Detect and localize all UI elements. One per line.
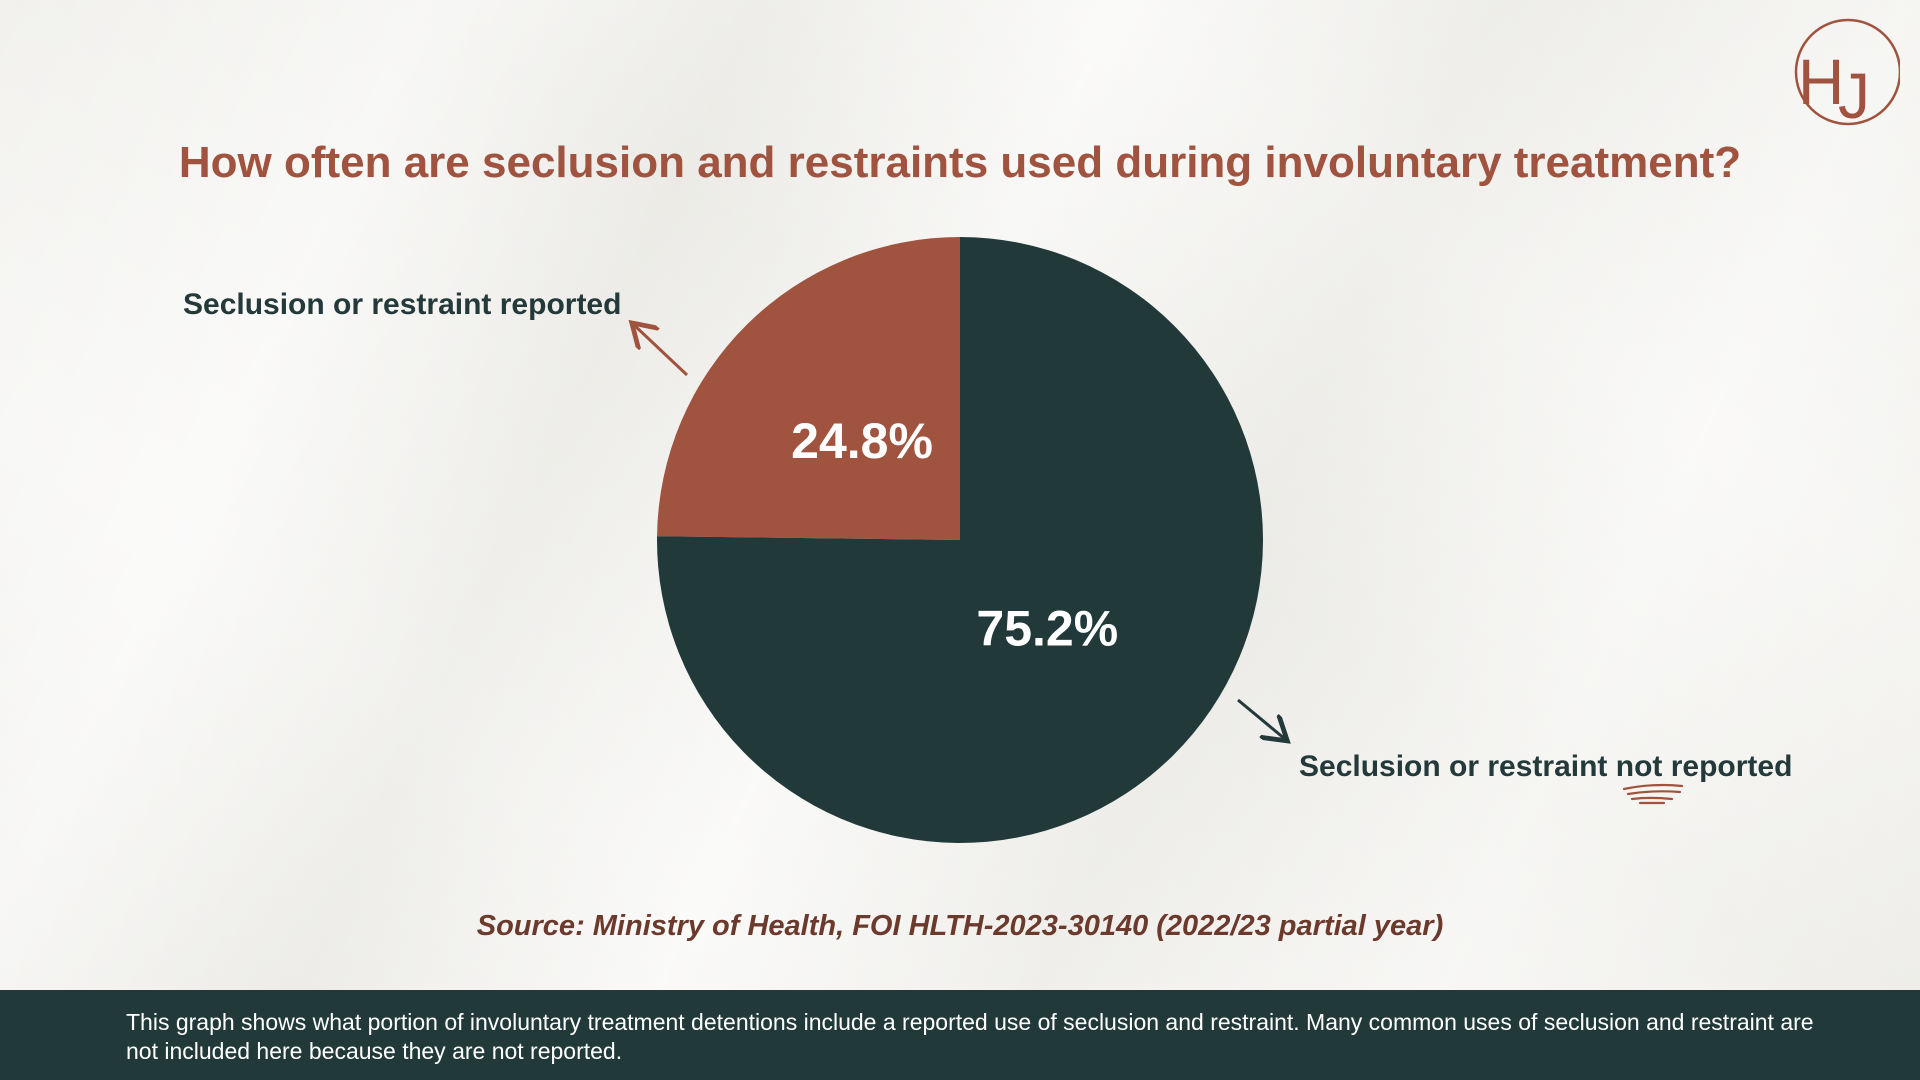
pie-slice-not-reported bbox=[657, 237, 1263, 844]
pie-chart: 24.8% 75.2% Seclusion or restraint report… bbox=[183, 237, 1792, 844]
legend-label-reported: Seclusion or restraint reported bbox=[183, 288, 621, 321]
legend-label-not-reported: Seclusion or restraint not reported bbox=[1299, 750, 1792, 783]
hj-logo: H J bbox=[1794, 18, 1900, 132]
chart-title: How often are seclusion and restraints u… bbox=[178, 138, 1742, 187]
slice-value-label-not-reported: 75.2% bbox=[976, 600, 1118, 656]
arrow-reported bbox=[634, 325, 689, 377]
footer-description: This graph shows what portion of involun… bbox=[126, 1009, 1814, 1064]
arrow-not-reported bbox=[1237, 698, 1285, 739]
slice-value-label-reported: 24.8% bbox=[791, 413, 933, 469]
logo-letter-h: H bbox=[1798, 46, 1844, 118]
underline-scribble bbox=[1622, 783, 1684, 805]
logo-letter-j: J bbox=[1838, 60, 1870, 132]
source-note: Source: Ministry of Health, FOI HLTH-202… bbox=[476, 910, 1444, 942]
pie-slice-reported bbox=[657, 237, 960, 540]
footer-bar bbox=[0, 990, 1920, 1080]
